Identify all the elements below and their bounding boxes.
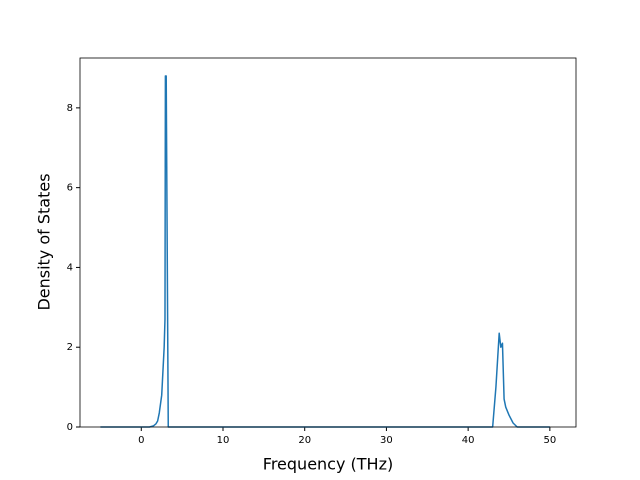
line (100, 75, 550, 428)
plot-frame (79, 57, 577, 428)
y-tick-label: 6 (67, 183, 73, 194)
x-tick-label: 0 (138, 435, 144, 446)
y-tick-label: 8 (67, 103, 73, 114)
x-tick-label: 50 (543, 435, 556, 446)
y-tick-label: 4 (67, 262, 73, 273)
x-tick-label: 20 (298, 435, 311, 446)
x-tick-label: 10 (217, 435, 230, 446)
y-axis-label: Density of States (35, 173, 54, 310)
x-tick-label: 40 (462, 435, 475, 446)
x-axis-label: Frequency (THz) (263, 455, 393, 474)
y-tick-label: 2 (67, 342, 73, 353)
y-tick-label: 0 (67, 422, 73, 433)
x-tick-label: 30 (380, 435, 393, 446)
